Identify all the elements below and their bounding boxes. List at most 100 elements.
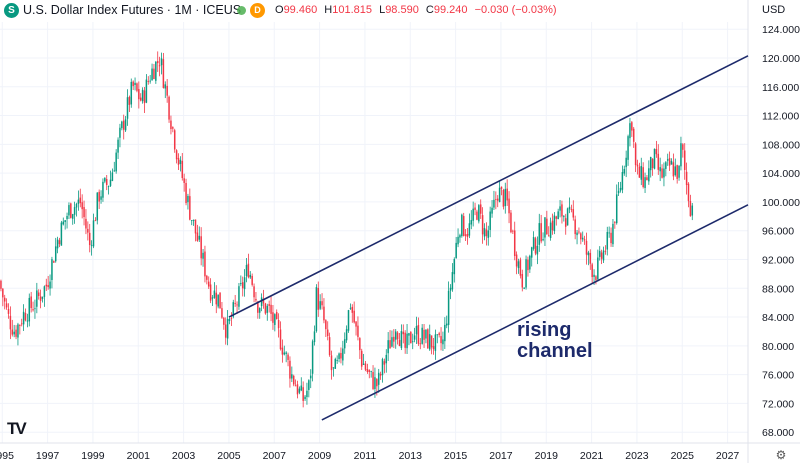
candle-body [689, 200, 692, 217]
candle-body [674, 166, 677, 176]
candle-body [657, 153, 660, 170]
candle-body [512, 230, 514, 232]
candle-body [9, 315, 12, 330]
candle-body [83, 207, 85, 218]
candle-body [285, 352, 287, 354]
symbol-title[interactable]: U.S. Dollar Index Futures · 1M · ICEUS [23, 3, 242, 17]
candle-body [430, 335, 433, 348]
candle-body [421, 327, 423, 344]
candle-body [515, 254, 518, 267]
candle-body [139, 97, 142, 101]
candle-body [413, 335, 416, 340]
candle-body [60, 222, 63, 246]
candle-body [158, 65, 161, 67]
candle-body [230, 317, 233, 319]
candle-body [632, 128, 635, 142]
candle-body [156, 61, 159, 64]
candle-body [258, 308, 261, 313]
candle-body [275, 312, 278, 320]
candle-body [406, 333, 408, 349]
candle-body [194, 219, 197, 234]
candle-body [364, 363, 367, 370]
candle-body [402, 331, 405, 335]
y-tick-label: 116.000 [762, 82, 799, 94]
candle-body [593, 274, 595, 277]
candle-body [648, 168, 650, 182]
candle-body [228, 319, 231, 322]
candle-body [595, 276, 597, 281]
candle-body [223, 317, 225, 325]
y-tick-label: 104.000 [762, 168, 800, 180]
candle-body [396, 332, 399, 340]
candle-body [470, 220, 473, 225]
x-tick-label: 2011 [354, 450, 377, 462]
candle-body [534, 238, 537, 254]
candle-body [115, 152, 117, 172]
candle-body [2, 288, 4, 298]
candle-body [629, 123, 631, 139]
x-tick-label: 2005 [217, 450, 241, 462]
open-label: O [275, 4, 284, 16]
candle-body [489, 211, 491, 230]
y-tick-label: 108.000 [762, 139, 800, 151]
candle-body [638, 166, 641, 178]
candle-body [198, 235, 201, 240]
candle-body [666, 159, 669, 161]
candle-body [561, 204, 563, 217]
y-tick-label: 84.000 [762, 312, 794, 324]
chart-header: S U.S. Dollar Index Futures · 1M · ICEUS… [0, 0, 800, 22]
y-tick-label: 112.000 [762, 111, 799, 123]
candle-body [366, 368, 369, 373]
candle-body [209, 284, 212, 301]
candle-body [425, 329, 427, 339]
candle-body [260, 297, 263, 307]
candle-body [372, 372, 374, 389]
candle-body [478, 205, 480, 222]
market-status-icon[interactable] [237, 6, 246, 15]
candle-body [151, 68, 153, 81]
candle-body [321, 301, 323, 306]
candle-body [687, 183, 690, 202]
candle-body [623, 168, 626, 174]
candle-body [568, 206, 571, 210]
candle-body [434, 334, 437, 351]
candle-body [5, 303, 8, 308]
candle-body [625, 157, 627, 168]
candle-body [447, 290, 450, 325]
y-tick-label: 96.000 [762, 226, 794, 238]
candle-body [19, 325, 21, 326]
candle-body [381, 359, 384, 376]
candle-body [251, 275, 253, 285]
candle-body [442, 339, 444, 345]
symbol-logo[interactable]: S [4, 3, 19, 18]
candle-body [631, 122, 633, 131]
price-axis[interactable]: 124.000 120.000 116.000 112.000 108.000 104.0… [762, 24, 800, 439]
x-tick-label: 2009 [308, 450, 332, 462]
candle-body [15, 329, 17, 337]
candle-body [606, 231, 609, 250]
candle-body [81, 202, 83, 210]
candle-body [655, 148, 658, 155]
candle-body [53, 261, 55, 263]
candle-body [523, 287, 525, 289]
candle-body [153, 68, 155, 80]
candle-body [147, 81, 150, 82]
time-axis[interactable]: 1995 1997 1999 2001 2003 2005 2007 2009 2011 2013… [0, 450, 739, 462]
close-label: C [425, 4, 434, 16]
tradingview-logo[interactable]: TV [7, 419, 27, 438]
currency-label[interactable]: USD [762, 4, 786, 16]
candle-body [90, 244, 93, 246]
gear-icon[interactable]: ⚙ [775, 448, 787, 462]
candle-body [98, 191, 100, 202]
candle-body [102, 181, 104, 198]
change-value: −0.030 (−0.03%) [474, 4, 557, 16]
candle-body [179, 159, 182, 164]
candle-body [670, 160, 673, 165]
candle-body [270, 304, 272, 314]
candle-body [126, 97, 129, 119]
candle-body [211, 297, 214, 299]
candle-body [530, 247, 533, 258]
delayed-data-badge[interactable]: D [250, 3, 265, 18]
candle-body [326, 329, 329, 337]
